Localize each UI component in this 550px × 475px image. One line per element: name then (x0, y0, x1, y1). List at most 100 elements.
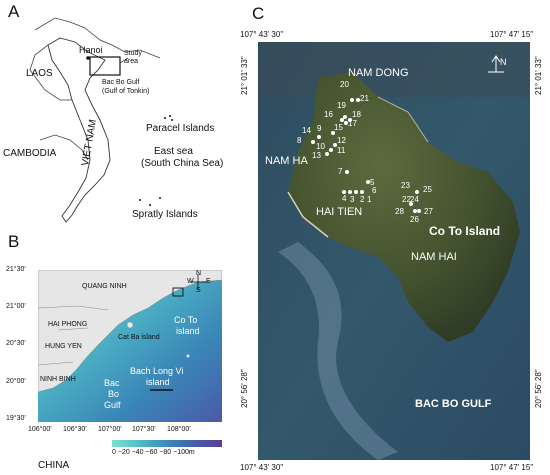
china-label: CHINA (38, 460, 70, 471)
depth-legend-bar (112, 440, 222, 447)
hanoi-label: Hanoi (79, 45, 103, 55)
sample-point (340, 118, 344, 122)
lon-label: 107°30' (132, 426, 156, 433)
sample-point (415, 190, 419, 194)
sample-point (413, 209, 417, 213)
china-coast (111, 44, 161, 59)
land-area (38, 270, 222, 393)
coord-top-left: 107° 43' 30" (240, 30, 284, 39)
point-label: 23 (401, 181, 410, 190)
sample-point (356, 98, 360, 102)
sample-point (317, 135, 321, 139)
point-label: 16 (324, 110, 333, 119)
panel-a-letter: A (8, 2, 20, 21)
panel-b-letter: B (8, 232, 20, 251)
bach-long-vi-island (186, 354, 190, 358)
east-sea-label-1: East sea (154, 146, 193, 157)
cat-ba-island (126, 321, 134, 329)
study-area-box (89, 56, 121, 76)
point-label: 27 (424, 207, 433, 216)
point-label: 25 (423, 185, 432, 194)
point-label: 14 (302, 126, 311, 135)
sample-point (417, 209, 421, 213)
co-to-island-label: Co To Island (429, 224, 501, 238)
point-label: 1 (367, 195, 372, 204)
sample-point (344, 121, 348, 125)
coord-top-right: 107° 47' 15" (490, 30, 534, 39)
point-label: 2 (360, 195, 365, 204)
point-label: 28 (395, 207, 404, 216)
point-label: 8 (297, 136, 302, 145)
coord-bottom-right: 107° 47' 15" (490, 463, 534, 472)
compass-s: S (196, 287, 201, 294)
hung-yen-label: HUNG YEN (45, 343, 82, 350)
sample-point (360, 190, 364, 194)
lat-bottom-left: 20° 56' 28" (240, 369, 249, 408)
panel-a-map (29, 17, 173, 223)
point-label: 24 (410, 195, 419, 204)
lat-label: 19°30' (6, 415, 26, 422)
lat-label: 21°00' (6, 303, 26, 310)
sample-point (345, 170, 349, 174)
nam-ha-label: NAM HA (265, 155, 308, 167)
laos-border (29, 44, 72, 101)
point-label: 19 (337, 101, 346, 110)
compass-e: E (206, 278, 211, 285)
cambodia-label: CAMBODIA (3, 148, 57, 159)
co-to-label-2: island (176, 326, 200, 336)
point-label: 5 (370, 178, 375, 187)
sample-point (343, 115, 347, 119)
sample-point (329, 148, 333, 152)
nam-hai-label: NAM HAI (411, 251, 457, 263)
point-label: 21 (360, 94, 369, 103)
bac-bo-label-3: Gulf (104, 400, 121, 410)
depth-legend-label: 0 −20 −40 −60 −80 −100m (112, 449, 195, 456)
panel-b-map (38, 270, 222, 422)
paracel-label: Paracel Islands (146, 123, 215, 134)
coord-bottom-left: 107° 43' 30" (240, 463, 284, 472)
lat-label: 21°30' (6, 266, 26, 273)
lat-top-right: 21° 01' 33" (534, 56, 543, 95)
co-to-box (172, 287, 184, 297)
laos-label: LAOS (26, 68, 53, 79)
compass-n: N (196, 270, 202, 277)
nam-dong-label: NAM DONG (348, 67, 409, 79)
hai-phong-label: HAI PHONG (48, 321, 88, 328)
lat-label: 20°30' (6, 340, 26, 347)
point-label: 10 (316, 142, 325, 151)
sample-point (342, 190, 346, 194)
lat-bottom-right: 20° 56' 28" (534, 369, 543, 408)
compass-w: W (187, 278, 194, 285)
lon-label: 106°00' (28, 426, 52, 433)
vietnam-outline (47, 37, 111, 223)
bach-long-vi-label-1: Bach Long Vi (130, 366, 184, 376)
bac-bo-gulf-label: BAC BO GULF (415, 398, 492, 410)
bac-bo-label-1: Bac (104, 378, 120, 388)
point-label: 15 (334, 123, 343, 132)
point-label: 13 (312, 151, 321, 160)
gulf-label-2: (Gulf of Tonkin) (102, 88, 150, 95)
co-to-satellite-image (258, 42, 530, 460)
quang-ninh-label: QUANG NINH (82, 283, 127, 290)
point-label: 3 (350, 195, 355, 204)
sample-point (350, 98, 354, 102)
point-label: 12 (337, 136, 346, 145)
hai-tien-label: HAI TIEN (316, 206, 363, 218)
sample-point (333, 143, 337, 147)
cambodia-border (39, 134, 89, 161)
point-label: 18 (352, 110, 361, 119)
sample-point (409, 202, 413, 206)
ninh-binh-label: NINH BINH (40, 376, 76, 383)
sample-point (331, 131, 335, 135)
china-border (34, 17, 113, 46)
sample-point (311, 140, 315, 144)
point-label: 7 (338, 167, 343, 176)
gulf-label-1: Bac Bo Gulf (102, 79, 140, 86)
co-to-label-1: Co To (174, 315, 198, 325)
point-label: 26 (410, 215, 419, 224)
co-to-island-shape (288, 72, 520, 342)
study-area-label: Study area (124, 50, 142, 65)
point-label: 20 (340, 80, 349, 89)
hanoi-dot (86, 56, 90, 60)
lon-label: 108°00' (167, 426, 191, 433)
